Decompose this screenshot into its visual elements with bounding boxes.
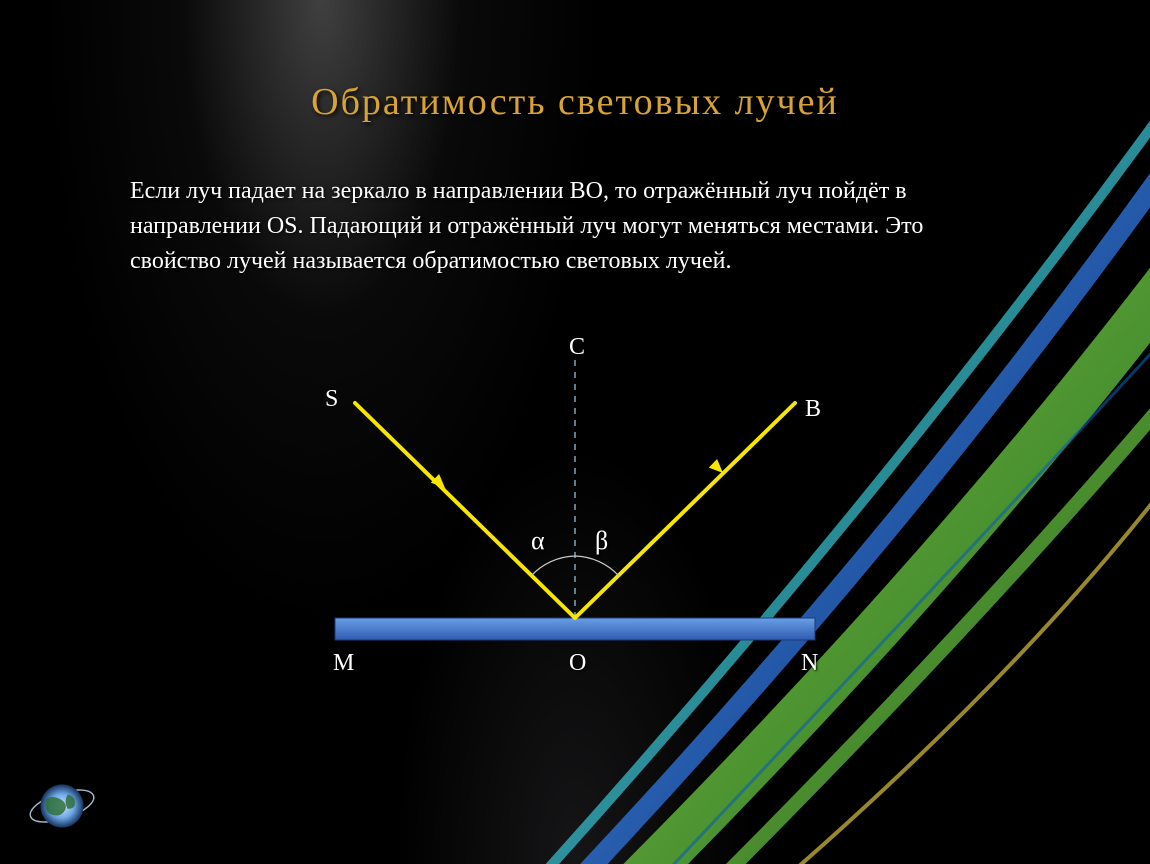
label-beta: β: [595, 526, 608, 556]
label-S: S: [325, 386, 338, 413]
label-M: M: [333, 650, 354, 677]
slide-body-text: Если луч падает на зеркало в направлении…: [130, 174, 1020, 278]
label-alpha: α: [531, 526, 545, 556]
globe-icon: [26, 770, 98, 842]
label-O: O: [569, 650, 586, 677]
label-N: N: [801, 650, 818, 677]
reflection-diagram: S C B α β M O N: [225, 298, 925, 698]
label-B: B: [805, 396, 821, 423]
label-C: C: [569, 334, 585, 361]
slide-content: Обратимость световых лучей Если луч пада…: [0, 0, 1150, 864]
slide-title: Обратимость световых лучей: [90, 80, 1060, 124]
